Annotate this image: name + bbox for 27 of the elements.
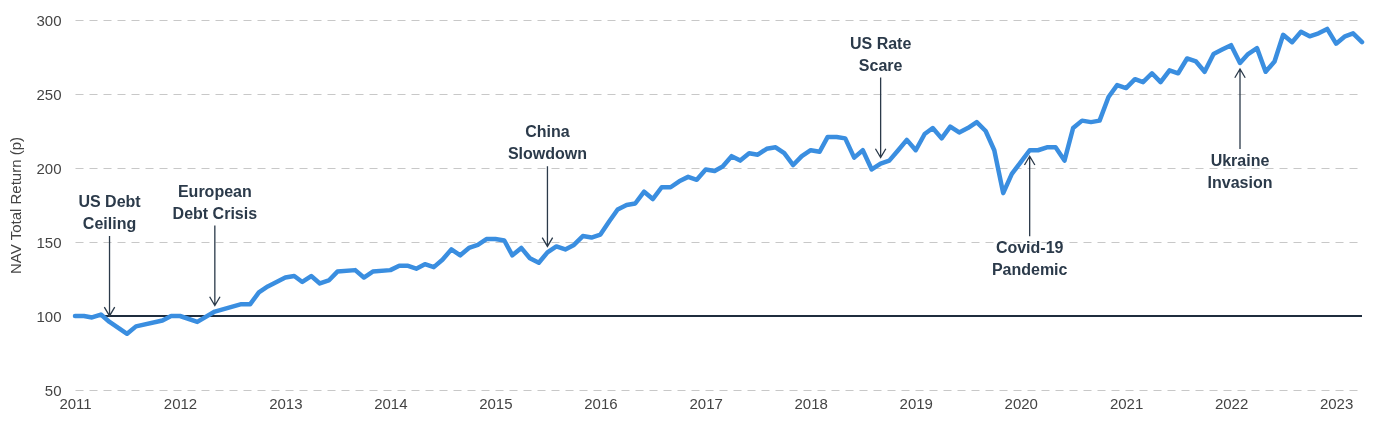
- x-tick-label: 2021: [1109, 394, 1144, 412]
- y-axis-title: NAV Total Return (p): [7, 137, 25, 274]
- annotation: Ukraine Invasion: [1207, 151, 1273, 191]
- y-tick-label: 200: [36, 159, 62, 177]
- x-tick-label: 2011: [59, 394, 92, 412]
- x-tick-label: 2016: [584, 394, 618, 412]
- x-tick-label: 2023: [1319, 394, 1354, 412]
- x-tick-label: 2012: [163, 394, 198, 412]
- annotation: Covid-19 Pandemic: [991, 239, 1068, 279]
- annotation: China Slowdown: [507, 123, 587, 163]
- y-tick-label: 100: [36, 307, 62, 325]
- y-tick-label: 50: [44, 381, 62, 399]
- x-tick-label: 2013: [269, 394, 303, 412]
- x-tick-label: 2022: [1214, 394, 1249, 412]
- y-tick-label: 150: [36, 233, 62, 251]
- x-tick-label: 2018: [794, 394, 828, 412]
- y-tick-label: 250: [36, 85, 62, 103]
- annotation: US Rate Scare: [849, 34, 912, 74]
- x-tick-label: 2014: [374, 394, 408, 412]
- annotation: European Debt Crisis: [172, 182, 258, 222]
- x-tick-label: 2020: [1004, 394, 1038, 412]
- line-series: [72, 26, 1365, 337]
- x-tick-label: 2017: [689, 394, 723, 412]
- y-tick-label: 300: [36, 11, 62, 29]
- annotation: US Debt Ceiling: [78, 192, 142, 232]
- x-tick-label: 2015: [479, 394, 513, 412]
- x-tick-label: 2019: [899, 394, 933, 412]
